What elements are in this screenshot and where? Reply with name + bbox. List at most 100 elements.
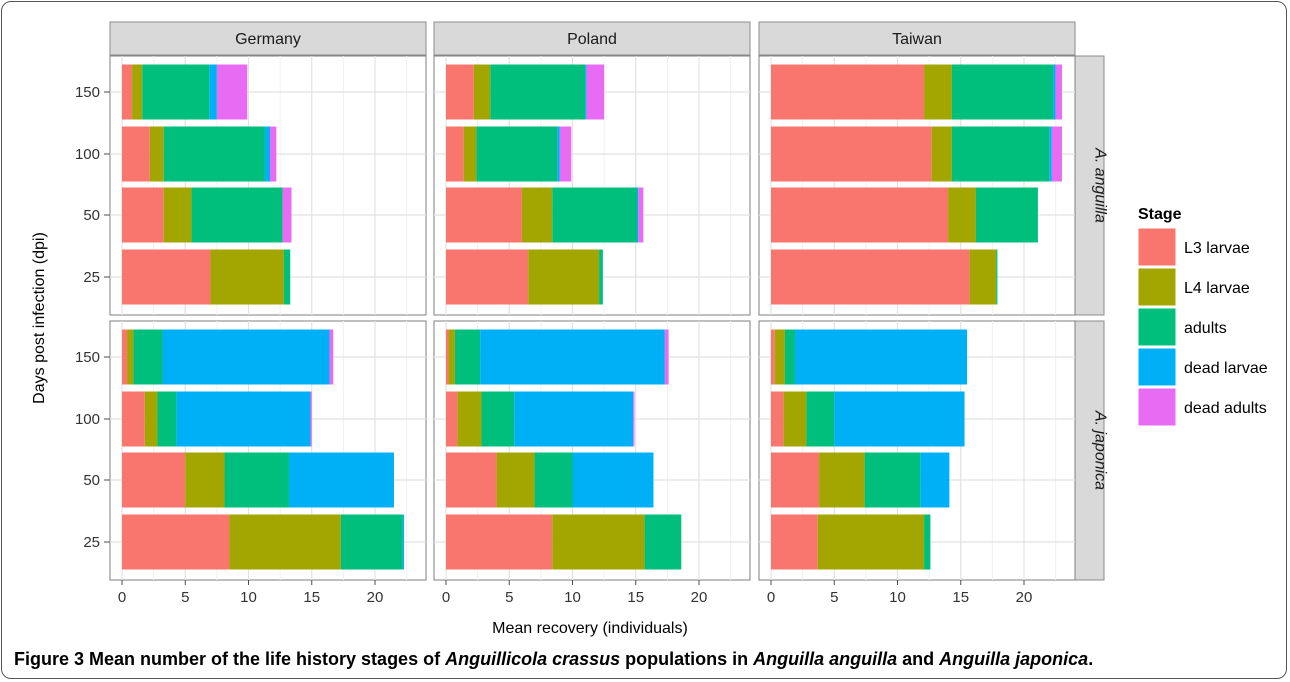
caption-text-3: and <box>897 649 940 669</box>
bar-segment-germany-a-anguilla-150-dead-larvae <box>209 64 217 120</box>
bar-segment-taiwan-a-anguilla-25-adults <box>996 249 998 305</box>
bar-segment-germany-a-anguilla-50-adults <box>191 187 283 243</box>
bar-segment-taiwan-a-anguilla-50-l3-larvae <box>771 187 949 243</box>
strip-label-a-anguilla: A. anguilla <box>1092 147 1109 223</box>
bar-segment-germany-a-japonica-150-adults <box>133 329 163 385</box>
legend-label-l3-larvae: L3 larvae <box>1184 240 1250 257</box>
legend-key-dead-larvae <box>1137 347 1177 387</box>
bar-segment-poland-a-japonica-100-l3-larvae <box>446 391 458 447</box>
bar-segment-germany-a-japonica-100-l4-larvae <box>144 391 158 447</box>
bar-segment-taiwan-a-anguilla-100-dead-adults <box>1051 126 1062 182</box>
x-tick-label-20: 20 <box>691 589 708 606</box>
bar-segment-taiwan-a-anguilla-150-dead-adults <box>1055 64 1062 120</box>
bar-segment-taiwan-a-japonica-50-l3-larvae <box>771 452 820 508</box>
bar-segment-poland-a-japonica-100-l4-larvae <box>457 391 482 447</box>
bar-segment-germany-a-anguilla-100-dead-adults <box>270 126 277 182</box>
bar-segment-poland-a-anguilla-50-l3-larvae <box>446 187 522 243</box>
bar-segment-taiwan-a-japonica-50-adults <box>864 452 921 508</box>
bar-segment-taiwan-a-japonica-25-l3-larvae <box>771 514 818 570</box>
bar-segment-poland-a-anguilla-150-dead-larvae <box>585 64 587 120</box>
bar-segment-taiwan-a-anguilla-50-adults <box>975 187 1038 243</box>
bar-segment-germany-a-anguilla-25-adults <box>283 249 291 305</box>
y-tick-label-50: 50 <box>83 472 100 489</box>
x-tick-label-15: 15 <box>303 589 320 606</box>
bar-segment-germany-a-anguilla-100-adults <box>163 126 265 182</box>
bar-segment-germany-a-japonica-150-dead-larvae <box>162 329 330 385</box>
legend-key-dead-adults <box>1137 387 1177 427</box>
bar-segment-poland-a-japonica-50-l3-larvae <box>446 452 497 508</box>
bar-segment-germany-a-japonica-100-adults <box>157 391 177 447</box>
caption-label: Figure 3 <box>14 649 85 669</box>
bar-segment-taiwan-a-anguilla-150-l3-larvae <box>771 64 925 120</box>
bar-segment-poland-a-anguilla-150-l4-larvae <box>473 64 491 120</box>
bar-segment-poland-a-anguilla-50-l4-larvae <box>521 187 553 243</box>
legend-key-adults <box>1137 307 1177 347</box>
bar-segment-germany-a-japonica-150-l3-larvae <box>122 329 128 385</box>
bar-segment-poland-a-japonica-100-dead-adults <box>633 391 635 447</box>
strip-label-taiwan: Taiwan <box>892 31 942 48</box>
caption-text-2: populations in <box>620 649 754 669</box>
bar-segment-taiwan-a-japonica-100-l3-larvae <box>771 391 784 447</box>
bar-segment-poland-a-anguilla-100-l4-larvae <box>463 126 477 182</box>
legend-key-l3-larvae <box>1137 227 1177 267</box>
bar-segment-taiwan-a-japonica-25-l4-larvae <box>817 514 925 570</box>
caption-species-1: Anguillicola crassus <box>445 649 621 669</box>
bar-segment-poland-a-japonica-25-l3-larvae <box>446 514 553 570</box>
strip-taiwan <box>758 21 1076 56</box>
x-tick-label-5: 5 <box>830 589 838 606</box>
bar-segment-germany-a-anguilla-50-l3-larvae <box>122 187 164 243</box>
strip-a-anguilla <box>1074 55 1105 316</box>
strip-germany <box>109 21 427 56</box>
bar-segment-taiwan-a-japonica-100-adults <box>806 391 835 447</box>
x-axis-title: Mean recovery (individuals) <box>492 620 688 637</box>
figure-caption: Figure 3 Mean number of the life history… <box>14 649 1093 670</box>
caption-species-2: Anguilla anguilla <box>753 649 898 669</box>
caption-species-3: Anguilla japonica <box>939 649 1089 669</box>
x-tick-label-10: 10 <box>240 589 257 606</box>
bar-segment-taiwan-a-anguilla-100-l3-larvae <box>771 126 932 182</box>
strip-label-germany: Germany <box>235 31 301 48</box>
bar-segment-poland-a-anguilla-100-dead-adults <box>559 126 572 182</box>
bar-segment-germany-a-japonica-100-dead-larvae <box>176 391 311 447</box>
strip-poland <box>433 21 751 56</box>
y-tick-label-150: 150 <box>75 349 100 366</box>
bar-segment-germany-a-japonica-100-dead-adults <box>310 391 312 447</box>
bar-segment-taiwan-a-anguilla-100-l4-larvae <box>931 126 952 182</box>
bar-segment-taiwan-a-anguilla-150-dead-larvae <box>1053 64 1056 120</box>
bar-segment-germany-a-anguilla-150-l4-larvae <box>132 64 143 120</box>
x-tick-label-0: 0 <box>442 589 450 606</box>
bar-segment-poland-a-japonica-150-dead-larvae <box>480 329 665 385</box>
bar-segment-poland-a-anguilla-25-adults <box>599 249 603 305</box>
bar-segment-poland-a-japonica-100-adults <box>481 391 515 447</box>
x-tick-label-5: 5 <box>181 589 189 606</box>
bar-segment-germany-a-japonica-25-dead-larvae <box>402 514 405 570</box>
bar-segment-taiwan-a-japonica-150-l4-larvae <box>774 329 785 385</box>
y-tick-label-50: 50 <box>83 207 100 224</box>
bar-segment-germany-a-japonica-25-l4-larvae <box>229 514 341 570</box>
bar-segment-poland-a-anguilla-100-dead-larvae <box>557 126 560 182</box>
bar-segment-taiwan-a-anguilla-150-l4-larvae <box>924 64 952 120</box>
legend-key-l4-larvae <box>1137 267 1177 307</box>
bar-segment-taiwan-a-anguilla-50-l4-larvae <box>948 187 976 243</box>
bar-segment-taiwan-a-japonica-150-adults <box>784 329 796 385</box>
bar-segment-taiwan-a-japonica-100-l4-larvae <box>783 391 807 447</box>
bar-segment-poland-a-anguilla-150-adults <box>490 64 586 120</box>
bar-segment-poland-a-anguilla-50-dead-larvae <box>637 187 639 243</box>
bar-segment-taiwan-a-anguilla-25-l3-larvae <box>771 249 970 305</box>
bar-segment-poland-a-anguilla-25-l3-larvae <box>446 249 529 305</box>
bar-segment-poland-a-japonica-50-dead-larvae <box>572 452 654 508</box>
bar-segment-poland-a-anguilla-100-adults <box>476 126 558 182</box>
y-tick-label-100: 100 <box>75 146 100 163</box>
x-tick-label-5: 5 <box>505 589 513 606</box>
bar-segment-taiwan-a-anguilla-100-adults <box>951 126 1050 182</box>
bar-segment-taiwan-a-anguilla-25-l4-larvae <box>969 249 997 305</box>
strip-label-a-japonica: A. japonica <box>1092 410 1109 490</box>
y-tick-label-150: 150 <box>75 84 100 101</box>
bar-segment-germany-a-japonica-100-l3-larvae <box>122 391 145 447</box>
caption-text-1: Mean number of the life history stages o… <box>84 649 446 669</box>
bar-segment-germany-a-japonica-25-adults <box>340 514 403 570</box>
bar-segment-poland-a-japonica-100-dead-larvae <box>514 391 634 447</box>
bar-segment-germany-a-japonica-150-dead-adults <box>329 329 334 385</box>
bar-segment-germany-a-anguilla-50-dead-adults <box>282 187 292 243</box>
